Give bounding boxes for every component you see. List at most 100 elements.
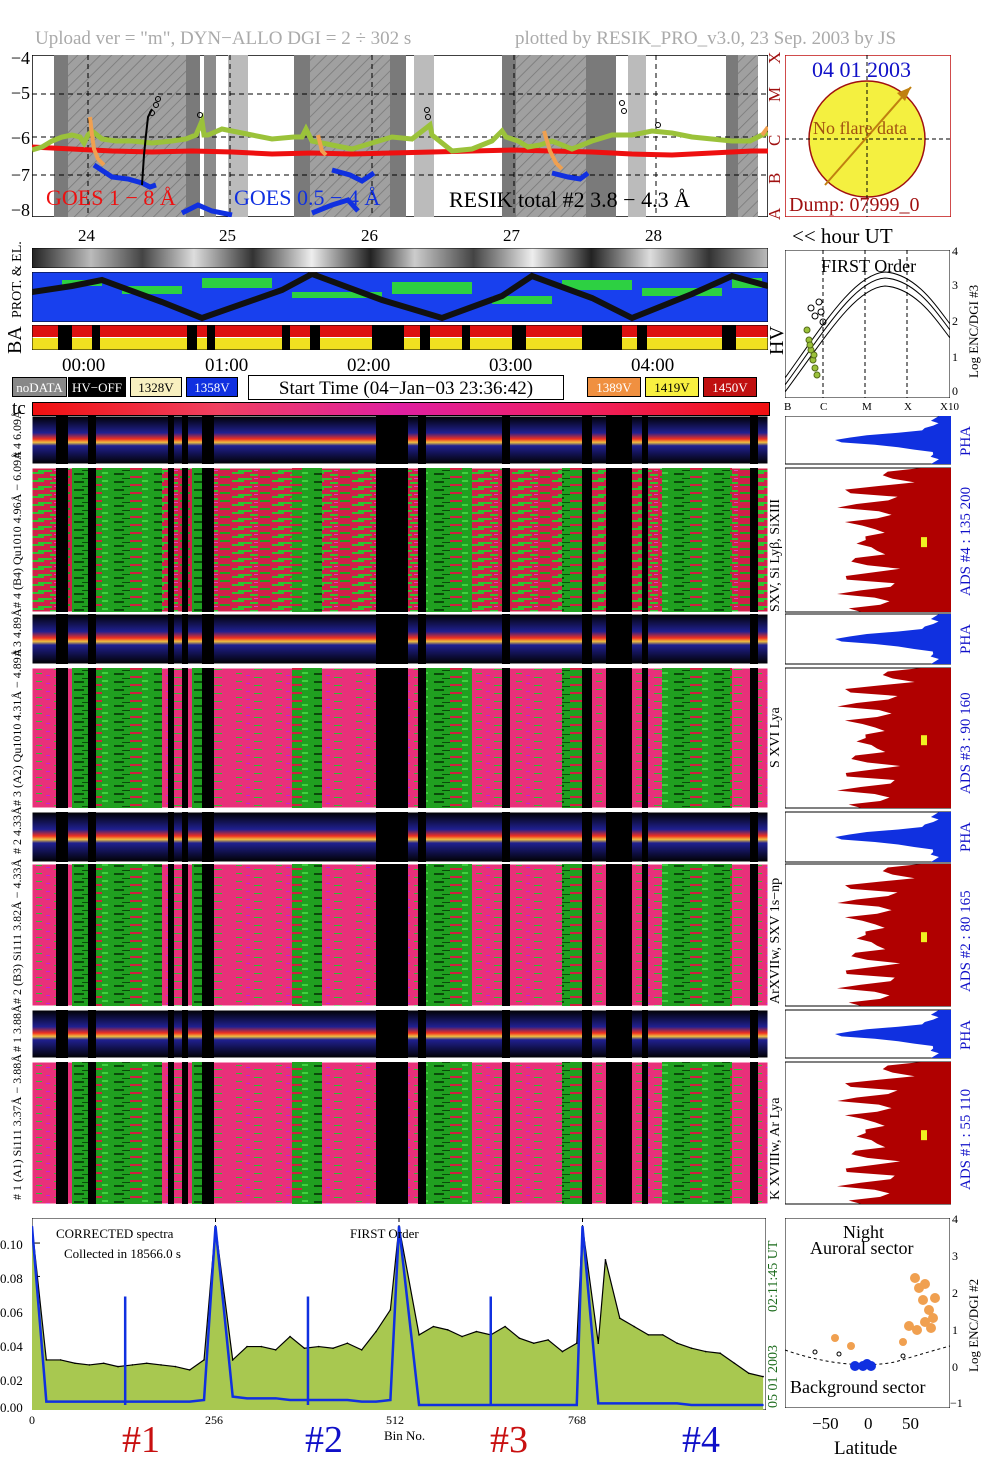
- latitude-ytick-0: 0: [952, 1360, 958, 1374]
- ads-marker-2: [921, 932, 927, 943]
- spectrum-point: [346, 1342, 349, 1345]
- flare-class-m: M: [765, 86, 784, 102]
- background-point: [398, 1225, 400, 1228]
- spec-ytick-002: 0.02: [0, 1373, 23, 1388]
- first-order-xtick-x10: X10: [940, 401, 959, 413]
- latitude-title-auroral: Auroral sector: [810, 1238, 914, 1258]
- spec-note-corrected: CORRECTED spectra: [56, 1226, 174, 1241]
- first-order-ylabel: Log ENC/DGI #3: [966, 284, 981, 378]
- background-point: [647, 1402, 650, 1405]
- background-point: [131, 1400, 134, 1403]
- ch1-ads-label: ADS #1 : 55 110: [958, 1088, 974, 1190]
- background-point: [203, 1399, 205, 1401]
- side-panel-4: [785, 416, 951, 613]
- orbit-grayscale-strip: [32, 248, 768, 268]
- time-tick-0300: 03:00: [489, 355, 533, 376]
- pha-histogram-2: [835, 812, 951, 862]
- first-order-xtick-m: M: [862, 401, 872, 413]
- background-point: [547, 1404, 549, 1406]
- goes-ytick-7: −7: [10, 165, 30, 185]
- goes-legend-1-8: GOES 1 − 8 Å: [46, 185, 176, 210]
- channel-spectrograms: [32, 416, 768, 1205]
- latitude-ylabel: Log ENC/DGI #2: [966, 1278, 981, 1372]
- background-point: [704, 1404, 707, 1406]
- ch3-label: # 3 (A2) Qu1010 4.31Å − 4.89Å: [10, 648, 24, 806]
- time-tick-0200: 02:00: [347, 355, 391, 376]
- background-point: [174, 1400, 177, 1403]
- spectrum-point: [762, 1375, 764, 1378]
- spectrum-point: [561, 1350, 564, 1353]
- spec-ytick-004: 0.04: [0, 1339, 23, 1354]
- spectrum-point: [597, 1342, 600, 1345]
- ch4-ads-label: ADS #4 : 135 200: [958, 486, 974, 596]
- spectrum-point: [260, 1345, 263, 1348]
- spectrum-point: [418, 1334, 420, 1336]
- spectrum-point: [74, 1362, 76, 1365]
- background-point: [432, 1404, 435, 1406]
- side-panel-2: [785, 811, 951, 1007]
- background-point: [597, 1402, 600, 1405]
- prot-el-label: PROT. & EL.: [10, 241, 25, 318]
- latitude-ytick-m1: −1: [950, 1396, 963, 1410]
- spectrum-point: [360, 1349, 363, 1351]
- latitude-ytick-3: 3: [952, 1249, 958, 1263]
- ch2-lines-label: ArXVIIw, SXV 1s−np: [768, 877, 783, 1004]
- goes-ytick-4: −4: [10, 48, 30, 68]
- first-order-ytick-0: 0: [952, 384, 958, 398]
- background-point: [214, 1225, 217, 1228]
- background-point: [346, 1399, 349, 1401]
- spectrum-point: [160, 1364, 162, 1366]
- spectrum-point: [188, 1369, 191, 1371]
- ads-histogram-1: [837, 1062, 951, 1204]
- spectrum-point: [747, 1372, 750, 1375]
- background-point: [360, 1400, 363, 1403]
- background-point: [733, 1404, 736, 1406]
- hour-tick-25: 25: [219, 226, 236, 245]
- pha-histogram-1: [835, 1010, 951, 1058]
- first-order-panel: [785, 250, 950, 398]
- flare-class-x: X: [765, 51, 784, 64]
- spectrum-point: [504, 1325, 506, 1328]
- spec-ytick-000: 0.00: [0, 1400, 23, 1415]
- spectrum-point: [547, 1339, 549, 1341]
- group-4-label: #4: [682, 1419, 720, 1461]
- spec-note-collected: Collected in 18566.0 s: [64, 1246, 181, 1261]
- background-point: [719, 1404, 721, 1406]
- background-point: [690, 1404, 693, 1406]
- ads-histogram-3: [837, 668, 951, 808]
- ba-label: BA: [4, 326, 26, 354]
- latitude-ytick-4: 4: [952, 1212, 958, 1226]
- spec-xtick-256: 256: [205, 1413, 223, 1427]
- background-point: [375, 1400, 377, 1403]
- first-order-xtick-b: B: [784, 401, 792, 413]
- spectrum-point: [88, 1364, 91, 1366]
- background-point: [274, 1397, 277, 1400]
- latitude-ytick-1: 1: [952, 1323, 958, 1337]
- background-point: [446, 1404, 449, 1406]
- spectrum-point: [676, 1342, 678, 1345]
- ads-marker-4: [921, 537, 927, 548]
- spectrum-point: [690, 1347, 693, 1350]
- group-2-label: #2: [305, 1419, 343, 1461]
- goes-legend-resik: RESIK total #2 3.8 − 4.3 Å: [449, 187, 690, 212]
- spectrum-point: [303, 1347, 306, 1350]
- ch4-label: # 4 (B4) Qu1010 4.96Å − 6.09Å: [10, 451, 24, 608]
- chip-1419v: 1419V: [645, 377, 699, 397]
- spec-xtick-768: 768: [568, 1413, 586, 1427]
- ads-histogram-4: [837, 468, 951, 612]
- ch2-pha-tag: PHA: [958, 821, 974, 852]
- time-tick-0100: 01:00: [205, 355, 249, 376]
- spec-ytick-006: 0.06: [0, 1305, 23, 1320]
- goes-ytick-5: −5: [10, 83, 30, 103]
- header-right: plotted by RESIK_PRO_v3.0, 23 Sep. 2003 …: [515, 28, 897, 49]
- channel-block-2: [32, 811, 768, 1007]
- group-3-label: #3: [490, 1419, 528, 1461]
- ch2-pha-label: # 2 4.33Å: [10, 806, 24, 854]
- background-point: [676, 1402, 678, 1405]
- latitude-ytick-2: 2: [952, 1286, 958, 1300]
- background-point: [604, 1402, 607, 1405]
- background-point: [762, 1404, 764, 1406]
- first-order-ytick-4: 4: [952, 244, 958, 258]
- background-point: [102, 1400, 105, 1403]
- spectrum-point: [117, 1365, 119, 1368]
